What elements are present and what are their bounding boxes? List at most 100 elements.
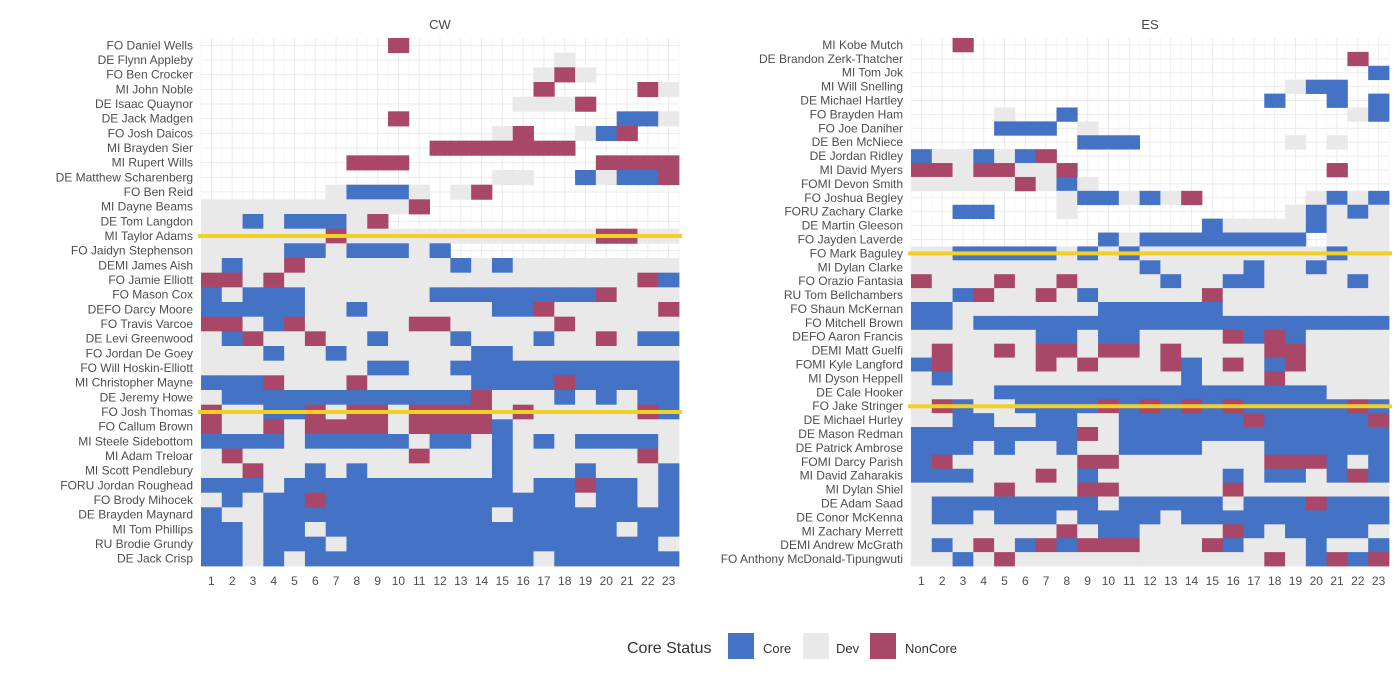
row-label: FORU Jordan Roughead xyxy=(60,478,193,492)
tile xyxy=(911,454,933,470)
tile xyxy=(952,260,974,275)
tile xyxy=(491,360,514,376)
tile xyxy=(616,390,638,406)
tile xyxy=(1118,274,1141,289)
tile xyxy=(637,302,659,318)
tile xyxy=(931,343,953,358)
tile xyxy=(1139,385,1161,400)
tile xyxy=(1139,371,1161,386)
tile xyxy=(325,507,347,523)
tile xyxy=(1243,371,1265,386)
tile xyxy=(346,434,368,450)
tile xyxy=(242,375,264,391)
tile xyxy=(263,199,285,215)
tile xyxy=(994,440,1016,456)
tile xyxy=(512,346,534,362)
tile xyxy=(1014,524,1037,539)
tile xyxy=(1285,218,1307,233)
tile xyxy=(388,522,410,538)
x-tick-label: 20 xyxy=(600,574,614,588)
tile xyxy=(994,176,1016,192)
tile xyxy=(616,272,638,288)
tile xyxy=(575,434,597,450)
tile xyxy=(637,316,659,332)
tile xyxy=(1264,496,1286,511)
tile xyxy=(346,419,368,435)
tile xyxy=(450,478,472,494)
tile xyxy=(429,346,451,362)
tile xyxy=(658,478,680,494)
tile xyxy=(1181,288,1203,303)
row-label: DE Jordan Ridley xyxy=(810,149,903,163)
tile xyxy=(429,478,451,494)
tile xyxy=(1014,274,1037,289)
x-tick-label: 18 xyxy=(558,574,572,588)
tile xyxy=(1305,329,1328,345)
tile xyxy=(1035,260,1057,275)
tile xyxy=(1139,524,1161,539)
tile xyxy=(1160,343,1182,358)
tile xyxy=(952,482,974,497)
tile xyxy=(658,448,680,464)
tile xyxy=(1264,538,1286,553)
tile xyxy=(1098,538,1120,553)
tile xyxy=(1347,454,1369,470)
x-tick-label: 13 xyxy=(454,574,468,588)
tile xyxy=(1056,454,1078,470)
tile xyxy=(1347,385,1369,400)
tile xyxy=(1098,385,1120,400)
tile xyxy=(450,287,472,303)
tile xyxy=(263,463,285,479)
x-tick-label: 1 xyxy=(208,574,215,588)
tile xyxy=(1201,218,1224,233)
tile xyxy=(1014,454,1037,470)
tile xyxy=(637,170,659,186)
tile xyxy=(554,492,576,508)
tile xyxy=(1035,163,1057,178)
tile xyxy=(1098,274,1120,289)
tile xyxy=(512,507,534,523)
row-label: FO Anthony McDonald-Tipungwuti xyxy=(721,552,903,566)
tile xyxy=(388,448,410,464)
tile xyxy=(429,316,451,332)
tile xyxy=(1160,524,1182,539)
row-label: DE Adam Saad xyxy=(821,496,903,510)
tile xyxy=(931,288,953,303)
tile xyxy=(201,463,223,479)
row-label: MI Dyson Heppell xyxy=(808,371,903,385)
tile xyxy=(616,346,638,362)
tile xyxy=(242,448,264,464)
tile xyxy=(1098,190,1120,206)
tile xyxy=(554,448,576,464)
tile xyxy=(952,468,974,484)
tile xyxy=(1305,413,1328,428)
tile xyxy=(1285,274,1307,289)
tile xyxy=(952,204,974,220)
tile xyxy=(1201,510,1224,525)
tile xyxy=(575,507,597,523)
tile xyxy=(512,331,534,347)
tile xyxy=(1139,315,1161,331)
tile xyxy=(325,243,347,259)
tile xyxy=(1305,302,1328,317)
tile xyxy=(1014,552,1037,567)
tile xyxy=(1160,329,1182,345)
tile xyxy=(450,302,472,318)
tile xyxy=(1264,232,1286,247)
tile xyxy=(346,243,368,259)
tile xyxy=(367,478,389,494)
x-tick-label: 21 xyxy=(1330,574,1344,588)
tile xyxy=(554,67,576,83)
tile xyxy=(637,522,659,538)
tile xyxy=(1098,524,1120,539)
tile xyxy=(221,419,243,435)
tile xyxy=(1014,538,1037,553)
tile xyxy=(263,434,285,450)
tile xyxy=(994,260,1016,275)
tile xyxy=(450,507,472,523)
tile xyxy=(952,274,974,289)
tile xyxy=(450,536,472,552)
tile xyxy=(554,346,576,362)
tile xyxy=(1098,482,1120,497)
tile xyxy=(637,463,659,479)
